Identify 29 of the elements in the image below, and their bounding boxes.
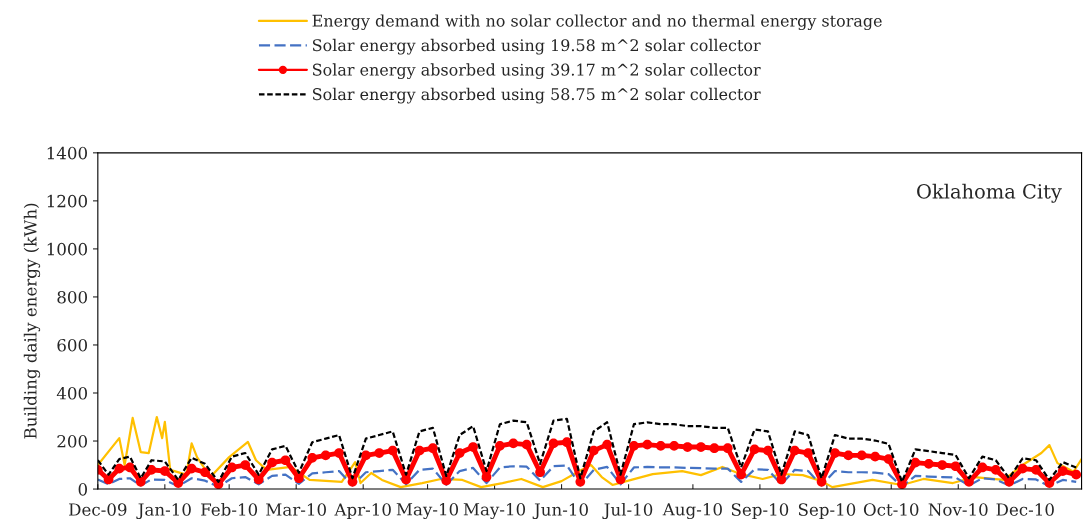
legend-label: Energy demand with no solar collector and no thermal energy storage [312,14,882,31]
x-tick-label: Apr-10 [334,503,391,520]
y-tick-label: 1200 [47,194,87,208]
legend-label: Solar energy absorbed using 19.58 m^2 solar collector [313,38,761,55]
y-tick-label: 1000 [47,242,87,256]
x-tick-label: Nov-10 [928,503,988,516]
x-tick-label: Jul-10 [602,502,653,520]
x-tick-label: May-10 [463,503,526,520]
legend-label: Solar energy absorbed using 58.75 m^2 solar collector [313,87,761,104]
y-tick-label: 600 [57,338,87,352]
x-tick-label: Oct-10 [863,503,919,516]
y-tick-label: 1400 [47,146,87,160]
x-tick-label: Jan-10 [136,503,191,520]
y-tick-label: 400 [56,386,87,400]
x-tick-label: May-10 [396,503,459,520]
y-tick-label: 800 [57,290,87,304]
x-tick-label: Jun-10 [532,503,588,520]
x-tick-label: Mar-10 [266,503,326,516]
x-tick-label: Feb-10 [201,502,258,516]
x-tick-label: Sep-10 [731,503,789,520]
x-tick-label: Aug-10 [662,503,722,520]
y-tick-label: 0 [78,483,87,496]
x-tick-label: Dec-09 [69,503,127,516]
x-tick-label: Dec-10 [996,503,1054,516]
legend-label: Solar energy absorbed using 39.17 m^2 solar collector [313,63,761,79]
annotation: Oklahoma City [917,183,1062,203]
y-axis-title: Building daily energy (kWh) [23,203,41,439]
x-tick-label: Sep-10 [798,503,856,520]
y-tick-label: 200 [57,434,87,448]
